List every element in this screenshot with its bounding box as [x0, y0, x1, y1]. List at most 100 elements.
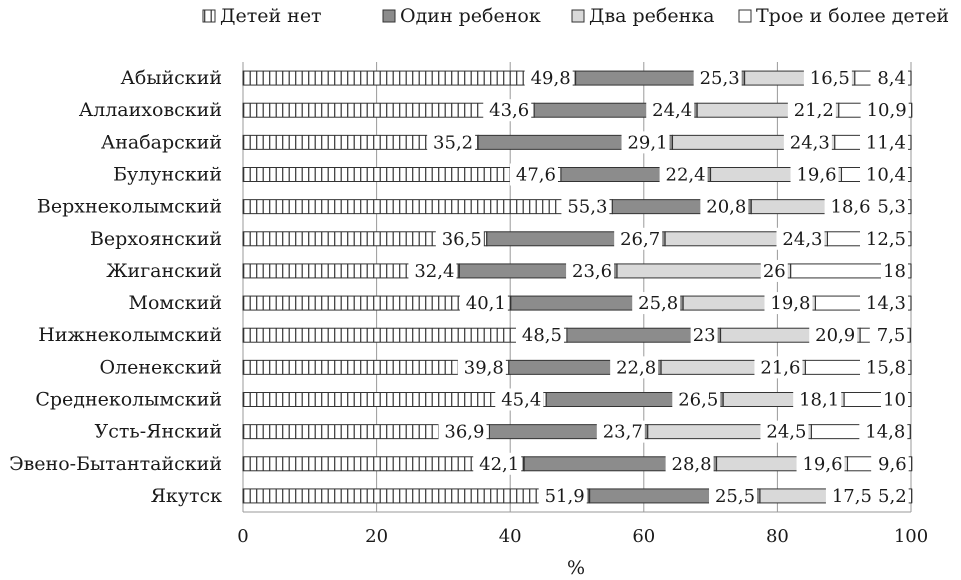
- legend-swatch: [571, 9, 585, 23]
- category-label: Верхоянский: [90, 228, 222, 250]
- data-label: 19,8: [770, 293, 810, 314]
- data-label-bg: [632, 292, 681, 315]
- data-label: 24,3: [790, 132, 830, 153]
- category-label: Эвено-Бытантайский: [9, 453, 222, 475]
- data-label: 25,5: [715, 486, 755, 507]
- data-label-bg: [860, 227, 908, 250]
- data-label-bg: [764, 292, 813, 315]
- data-label-bg: [776, 227, 825, 250]
- bar-segment: [242, 488, 591, 504]
- data-label: 10,9: [867, 100, 907, 121]
- category-label: Жиганский: [106, 260, 222, 282]
- data-label: 25,3: [700, 68, 740, 89]
- data-label: 48,5: [522, 325, 562, 346]
- data-label: 49,8: [531, 68, 571, 89]
- data-label-bg: [596, 420, 645, 443]
- data-label-bg: [860, 356, 908, 379]
- data-label: 10,4: [866, 165, 906, 186]
- data-label-bg: [760, 420, 809, 443]
- category-label: Булунский: [113, 164, 222, 186]
- data-label: 18,6: [831, 197, 871, 218]
- data-label-bg: [427, 131, 476, 154]
- data-label-bg: [754, 356, 803, 379]
- category-label: Якутск: [151, 485, 223, 507]
- category-label: Аллаиховский: [79, 99, 222, 121]
- data-label: 19,6: [802, 454, 842, 475]
- data-label: 29,1: [627, 132, 667, 153]
- data-label-bg: [621, 131, 670, 154]
- data-label: 10: [883, 390, 906, 411]
- data-label: 8,4: [877, 68, 906, 89]
- data-label-bg: [561, 195, 610, 218]
- data-label: 51,9: [545, 486, 585, 507]
- data-label: 43,6: [489, 100, 529, 121]
- data-label: 21,6: [760, 357, 800, 378]
- data-label: 25,8: [638, 293, 678, 314]
- grid: [242, 62, 912, 513]
- x-tick-label: 40: [499, 526, 522, 547]
- data-label: 23,7: [603, 422, 643, 443]
- data-label: 47,6: [516, 165, 556, 186]
- legend-label: Один ребенок: [400, 5, 541, 27]
- data-label-bg: [793, 388, 842, 411]
- data-label: 26: [763, 261, 786, 282]
- category-label: Среднеколымский: [35, 389, 222, 411]
- data-label-bg: [803, 67, 852, 90]
- data-label-bg: [483, 99, 532, 122]
- data-label-bg: [825, 484, 874, 507]
- x-tick-label: 100: [894, 526, 928, 547]
- data-label-bg: [693, 67, 742, 90]
- legend-label: Два ребенка: [589, 5, 714, 27]
- data-label: 22,4: [666, 165, 706, 186]
- data-label: 7,5: [877, 325, 906, 346]
- data-label-bg: [870, 195, 908, 218]
- data-label-bg: [665, 452, 714, 475]
- data-label-bg: [515, 324, 564, 347]
- data-label: 45,4: [501, 390, 541, 411]
- data-label-bg: [787, 99, 836, 122]
- legend-swatch: [202, 9, 216, 23]
- data-label: 24,3: [782, 229, 822, 250]
- data-label-bg: [646, 99, 695, 122]
- data-label-bg: [509, 163, 558, 186]
- category-label: Верхнеколымский: [37, 196, 222, 218]
- x-tick-label: 0: [237, 526, 248, 547]
- data-label-bg: [659, 163, 708, 186]
- data-label: 26,7: [620, 229, 660, 250]
- x-tick-label: 60: [632, 526, 655, 547]
- category-label: Усть-Янский: [95, 421, 223, 443]
- data-label-bg: [790, 163, 839, 186]
- data-label: 21,2: [794, 100, 834, 121]
- data-label-bg: [672, 388, 721, 411]
- data-label: 24,4: [652, 100, 692, 121]
- x-axis-title: %: [567, 557, 585, 579]
- data-label: 9,6: [878, 454, 907, 475]
- data-label-bg: [524, 67, 573, 90]
- data-label-bg: [871, 484, 909, 507]
- data-label-bg: [438, 420, 487, 443]
- data-label: 11,4: [866, 132, 906, 153]
- data-label-bg: [459, 292, 508, 315]
- data-label-bg: [495, 388, 544, 411]
- x-tick-label: 80: [766, 526, 789, 547]
- legend-label: Детей нет: [220, 5, 322, 27]
- data-label: 19,6: [796, 165, 836, 186]
- data-label: 40,1: [466, 293, 506, 314]
- data-label: 14,8: [865, 422, 905, 443]
- data-label-bg: [860, 163, 908, 186]
- data-label: 36,5: [442, 229, 482, 250]
- data-label-bg: [869, 324, 908, 347]
- x-tick-label: 20: [365, 526, 388, 547]
- data-label: 42,1: [479, 454, 519, 475]
- category-labels: Абыйский Аллаиховский Анабарский Булунский В…: [9, 67, 222, 507]
- category-label: Абыйский: [121, 67, 222, 89]
- data-label-bg: [709, 484, 758, 507]
- category-label: Оленекский: [99, 356, 222, 378]
- data-label-bg: [473, 452, 522, 475]
- data-label-bg: [860, 131, 908, 154]
- data-label: 5,3: [877, 197, 906, 218]
- data-label: 5,2: [878, 486, 907, 507]
- bar-segment: [242, 199, 613, 215]
- category-label: Анабарский: [101, 131, 222, 153]
